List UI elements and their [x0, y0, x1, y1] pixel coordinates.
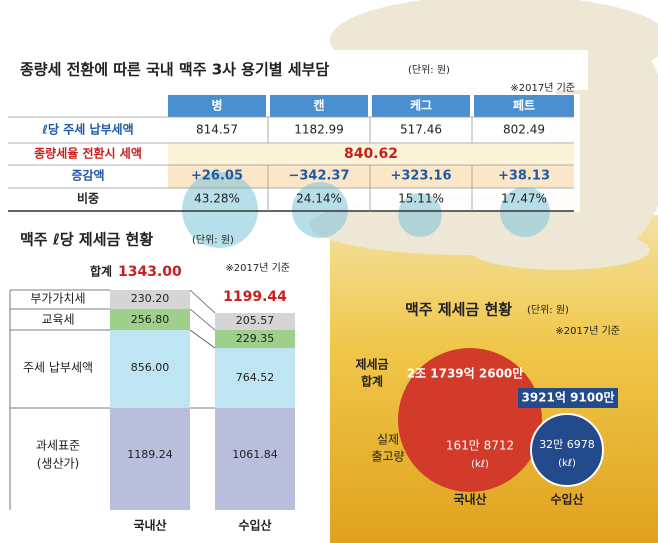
header: 병 [211, 98, 222, 113]
domestic-circle [398, 348, 542, 492]
category: 수입산 [238, 518, 271, 533]
category: 국내산 [453, 492, 486, 507]
cell: 43.28% [194, 192, 240, 206]
table-title: 종량세 전환에 따른 국내 맥주 3사 용기별 세부담 [20, 61, 329, 79]
header-cell [372, 95, 470, 117]
row-label: 종량세율 전환시 세액 [34, 146, 142, 161]
tax-value: 3921억 9100만 [521, 390, 614, 405]
row-bg [168, 165, 574, 188]
header-cell [474, 95, 574, 117]
header-cell [168, 95, 266, 117]
segment-value: 764.52 [236, 371, 275, 384]
row-label: 비중 [77, 191, 99, 206]
bubble-note: ※2017년 기준 [555, 325, 620, 337]
total: 1343.00 [118, 264, 182, 280]
row-label: ℓ당 주세 납부세액 [41, 122, 133, 137]
segment-label: 주세 납부세액 [23, 361, 93, 375]
cell: 814.57 [196, 123, 238, 137]
import-circle [530, 413, 604, 487]
segment-value: 205.57 [236, 314, 275, 327]
segment-value: 1061.84 [232, 448, 278, 461]
cell: 517.46 [400, 123, 442, 137]
volume-value: 32만 6978 [539, 438, 595, 451]
row-lines [8, 116, 574, 212]
row-values: 814.57 1182.99 517.46 802.49 840.62 +26.… [191, 123, 550, 206]
cell: 17.47% [501, 192, 547, 206]
cell: 24.14% [296, 192, 342, 206]
volume-unit: (kℓ) [471, 459, 489, 470]
segment-label: 부가가치세 [30, 292, 85, 306]
volume-label: 실제 [377, 433, 399, 447]
cell: 15.11% [398, 192, 444, 206]
segment-value: 256.80 [131, 313, 170, 326]
title-bg [8, 50, 588, 90]
stacked-note: ※2017년 기준 [225, 262, 290, 274]
volume-unit: (kℓ) [558, 458, 576, 469]
segment-value: 1189.24 [127, 448, 173, 461]
segment-label: (생산가) [37, 457, 79, 471]
bubble-title: 맥주 제세금 현황 [405, 301, 512, 319]
cell: +323.16 [390, 169, 451, 184]
header: 케그 [410, 99, 432, 113]
tax-label: 제세금 [355, 357, 388, 372]
cell: −342.37 [288, 169, 349, 184]
segment-value: 856.00 [131, 361, 170, 374]
guide-lines [9, 289, 216, 510]
stacked-unit: (단위: 원) [192, 233, 234, 246]
cell: 1182.99 [294, 123, 344, 137]
category: 국내산 [133, 518, 166, 533]
segment-value: 230.20 [131, 292, 170, 305]
stacked-title: 맥주 ℓ당 제세금 현황 [20, 231, 153, 249]
bars [110, 290, 295, 510]
table-note: ※2017년 기준 [510, 82, 575, 94]
bubble-unit: (단위: 원) [527, 303, 569, 316]
tax-box [518, 388, 618, 408]
header: 캔 [313, 98, 324, 113]
tax-value: 2조 1739억 2600만 [407, 366, 524, 381]
volume-value: 161만 8712 [446, 439, 514, 453]
cell: +38.13 [498, 169, 550, 184]
circles [182, 172, 550, 248]
volume-label: 출고량 [371, 450, 404, 464]
total-label: 합계 [90, 264, 112, 279]
header-cell [270, 95, 368, 117]
header: 페트 [513, 99, 535, 113]
headers: 병 캔 케그 페트 [168, 95, 574, 117]
table-unit: (단위: 원) [408, 63, 450, 76]
category: 수입산 [550, 492, 583, 507]
row-label: 증감액 [71, 168, 104, 183]
cell: 840.62 [344, 146, 398, 162]
segment-label: 과세표준 [36, 439, 80, 453]
cell: 802.49 [503, 123, 545, 137]
cell: +26.05 [191, 169, 243, 184]
segment-value: 229.35 [236, 332, 275, 345]
row-bg [168, 143, 574, 165]
total: 1199.44 [223, 289, 287, 305]
segment-label: 교육세 [41, 313, 74, 327]
tax-label: 합계 [361, 374, 383, 389]
